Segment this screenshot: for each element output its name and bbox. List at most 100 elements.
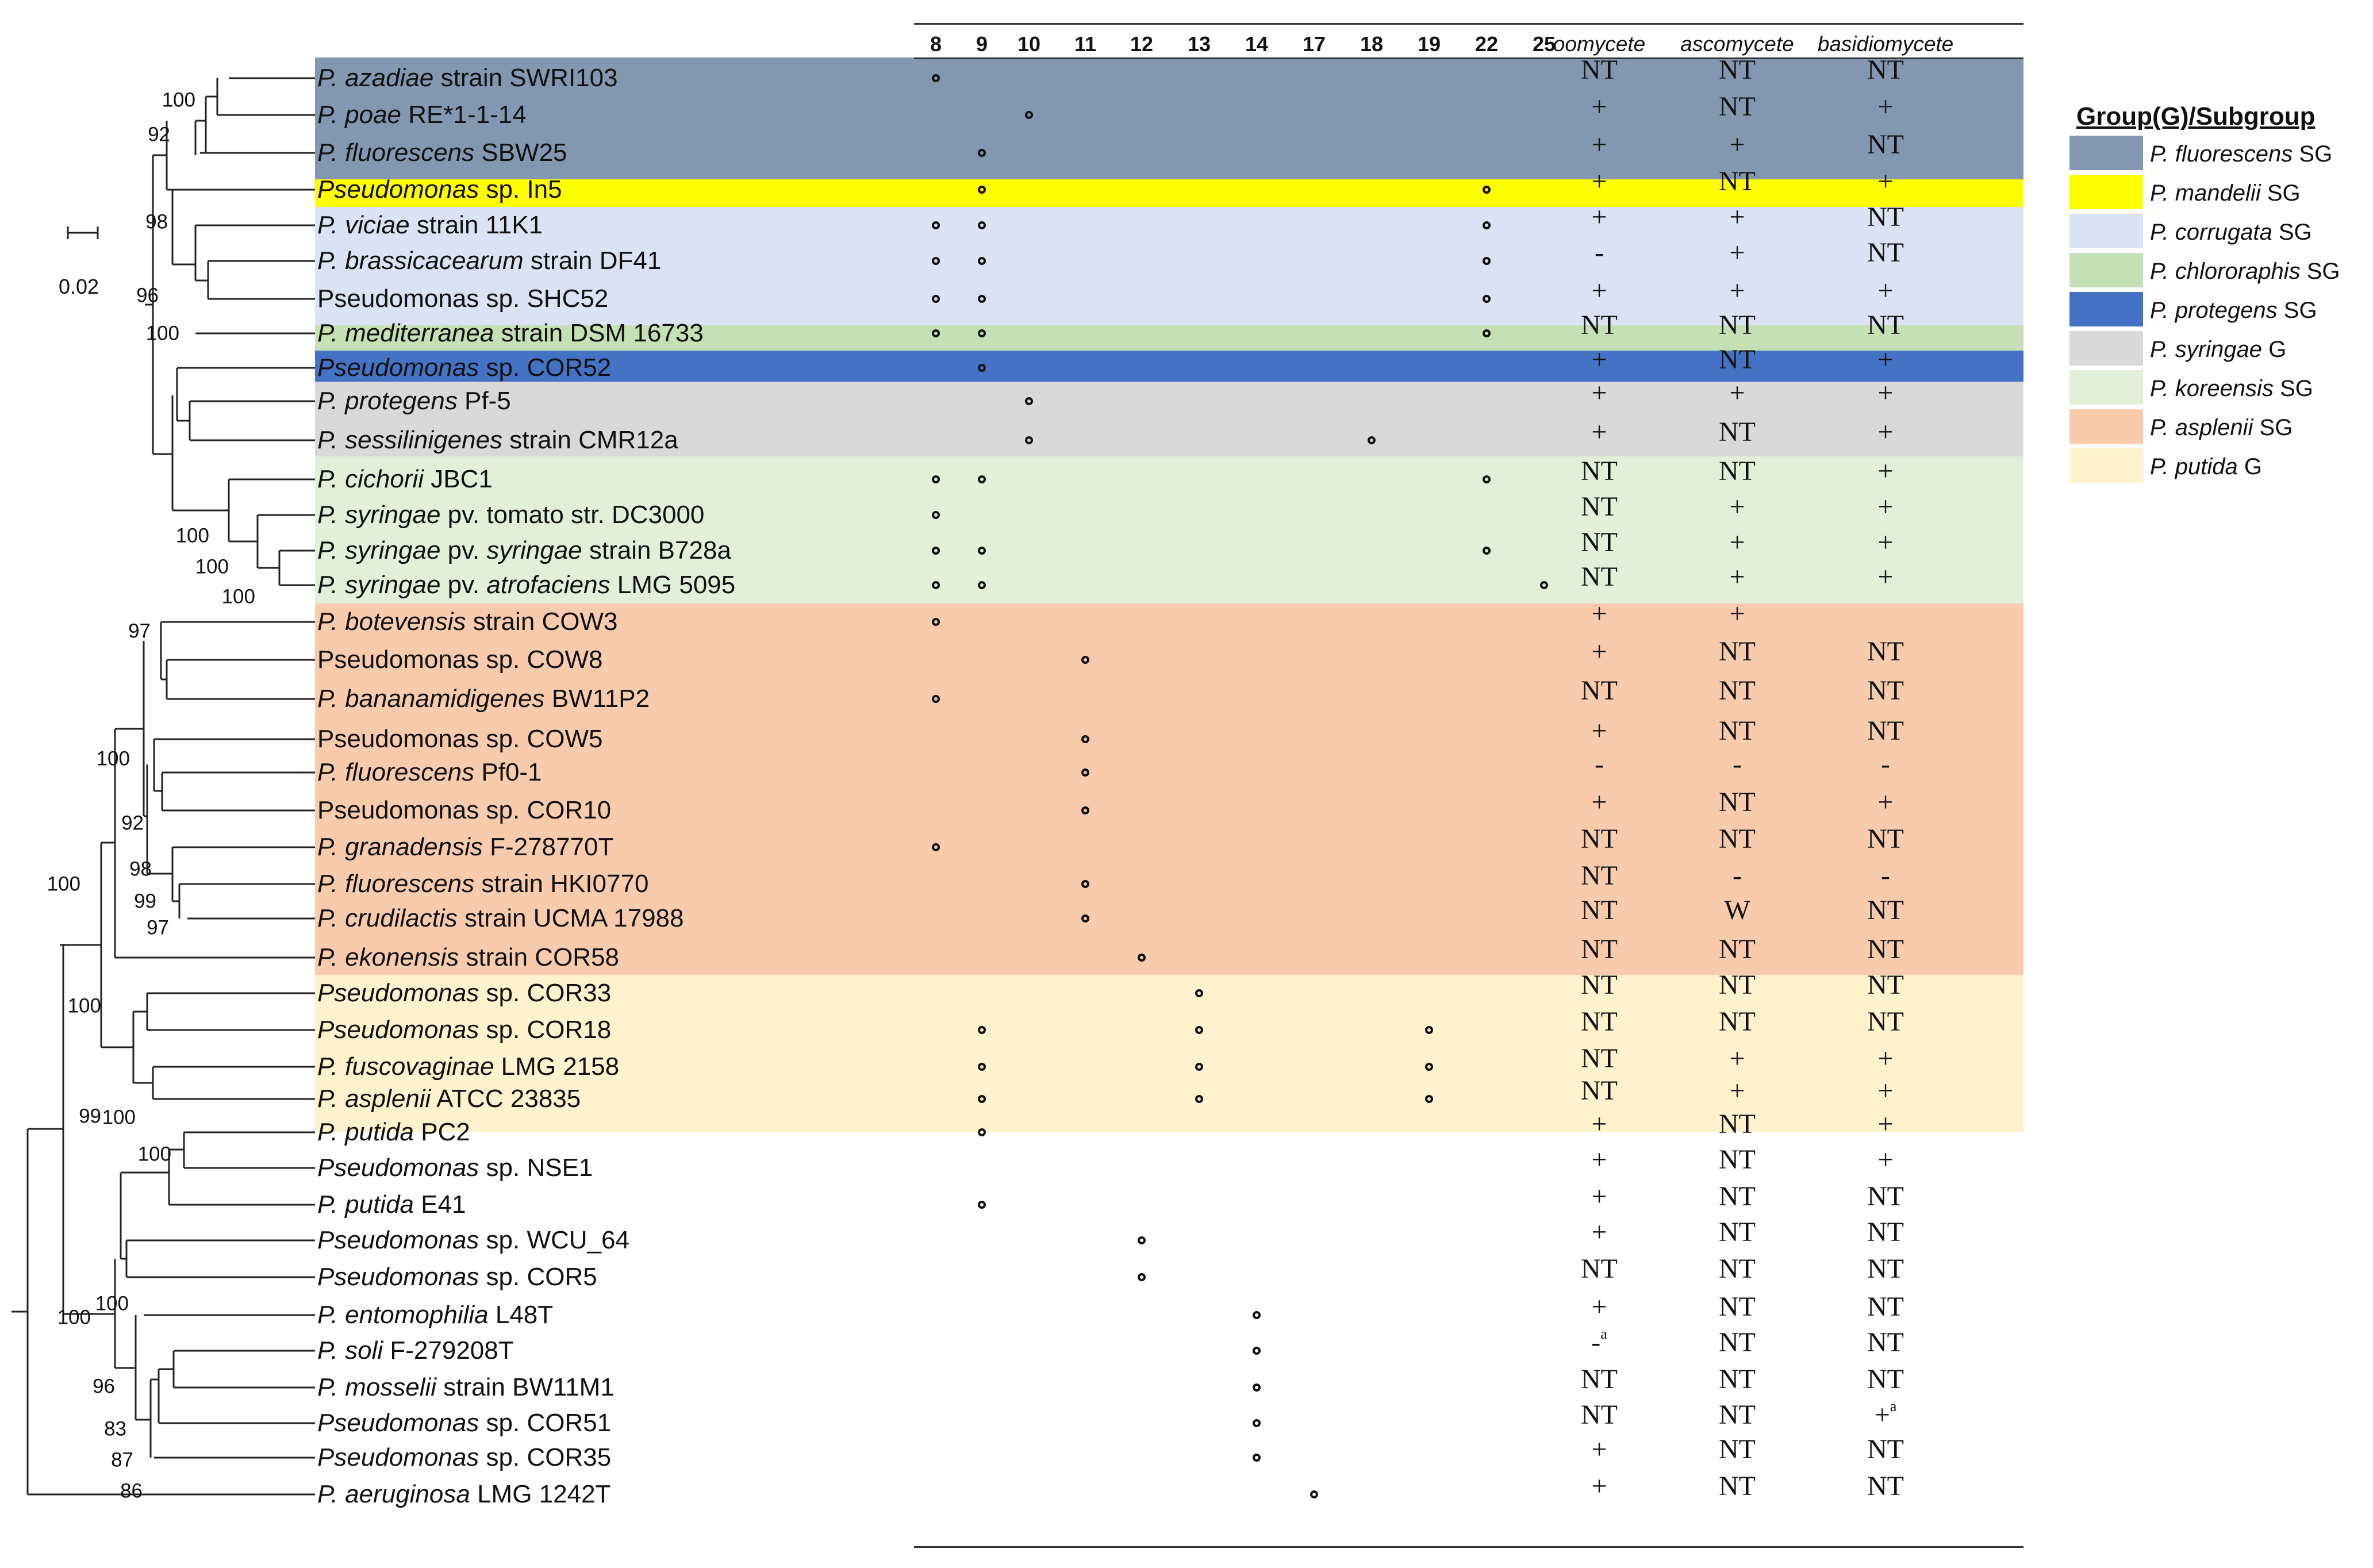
test-result: + (1591, 1292, 1607, 1322)
strain-genus-species: Pseudomonas (317, 979, 479, 1007)
strain-label: P. poae RE*1-1-14 (317, 102, 527, 128)
strain-descriptor: sp. In5 (479, 175, 562, 203)
strain-descriptor: strain CMR12a (502, 426, 678, 454)
strain-descriptor: strain SWRI103 (433, 64, 618, 92)
presence-mark (978, 1095, 986, 1103)
legend-item-8: P. putida G (2069, 448, 2373, 483)
presence-mark (932, 257, 940, 265)
strain-label: P. mosselii strain BW11M1 (317, 1375, 615, 1400)
legend-label: P. putida G (2150, 455, 2262, 478)
presence-mark (1483, 329, 1491, 337)
strain-descriptor: ATCC 23835 (431, 1085, 581, 1113)
test-result: + (1877, 275, 1894, 306)
bootstrap-value: 100 (96, 747, 130, 770)
test-result: + (1877, 527, 1894, 558)
test-result: + (1591, 636, 1607, 667)
presence-mark (1483, 221, 1491, 229)
strain-genus-species: P. syringae (317, 571, 441, 599)
header-bottom-rule (914, 57, 2023, 59)
presence-mark (1425, 1063, 1433, 1071)
strain-genus-species: Pseudomonas (317, 1443, 479, 1471)
bootstrap-value: 100 (137, 1143, 171, 1166)
legend-label: P. syringae G (2150, 338, 2286, 361)
test-result: + (1877, 562, 1894, 592)
strain-label: P. fluorescens Pf0-1 (317, 760, 542, 785)
test-result: NT (1581, 456, 1618, 486)
test-result: NT (1581, 310, 1618, 340)
test-result: NT (1867, 237, 1904, 268)
bootstrap-value: 86 (120, 1479, 143, 1502)
strain-genus-species: Pseudomonas (317, 175, 479, 203)
presence-mark (1253, 1419, 1261, 1427)
strain-genus-species: P. fuscovaginae (317, 1052, 494, 1081)
strain-label: Pseudomonas sp. COR33 (317, 981, 611, 1006)
presence-mark (978, 329, 986, 337)
presence-mark (1540, 581, 1548, 589)
test-result: + (1729, 491, 1745, 522)
strain-pathovar: syringae (486, 536, 582, 564)
bootstrap-value: 100 (67, 994, 101, 1017)
test-result: + (1877, 91, 1894, 122)
strain-genus-species: P. poae (317, 101, 402, 129)
presence-mark (1081, 880, 1089, 888)
strain-descriptor: pv. tomato str. DC3000 (440, 501, 705, 529)
strain-label: Pseudomonas sp. COW8 (317, 647, 602, 672)
bootstrap-value: 97 (147, 916, 169, 939)
test-result: NT (1719, 1400, 1756, 1430)
test-result: NT (1719, 1327, 1756, 1358)
presence-mark (1368, 436, 1376, 444)
test-result: NT (1719, 1181, 1756, 1212)
strain-genus-species: P. brassicacearum (317, 247, 524, 275)
legend-swatch (2069, 136, 2143, 170)
strain-label: P. protegens Pf-5 (317, 389, 511, 414)
strain-label: P. granadensis F-278770T (317, 835, 613, 860)
strain-label: Pseudomonas sp. COR5 (317, 1265, 597, 1290)
strain-label: P. crudilactis strain UCMA 17988 (317, 906, 684, 931)
test-result: NT (1867, 1292, 1904, 1322)
strain-descriptor: E41 (414, 1190, 466, 1219)
strain-label: Pseudomonas sp. COR52 (317, 355, 611, 381)
test-header-basidiomycete: basidiomycete (1817, 32, 1954, 56)
strain-genus-species: P. crudilactis (317, 904, 458, 932)
test-result: NT (1719, 310, 1756, 340)
bootstrap-value: 96 (93, 1375, 115, 1398)
group-band-7 (315, 604, 2023, 975)
legend-label: P. koreensis SG (2150, 377, 2313, 400)
test-result: NT (1719, 344, 1756, 375)
legend-swatch (2069, 409, 2143, 444)
legend-group-name: P. putida (2150, 454, 2238, 479)
presence-mark (978, 186, 986, 194)
group-band-8 (315, 975, 2023, 1132)
test-result: NT (1581, 491, 1618, 522)
test-result: + (1591, 166, 1607, 197)
strain-descriptor: strain COR58 (459, 943, 620, 971)
test-result: + (1591, 716, 1607, 746)
legend-item-6: P. koreensis SG (2069, 370, 2373, 405)
legend-item-5: P. syringae G (2069, 331, 2373, 366)
strain-descriptor: F-279208T (383, 1336, 514, 1365)
test-result: NT (1867, 970, 1904, 1000)
test-result: NT (1867, 824, 1904, 854)
group-band-3 (315, 325, 2023, 351)
legend-swatch (2069, 253, 2143, 287)
test-result: + (1877, 787, 1894, 817)
strain-descriptor: pv. (440, 571, 487, 599)
presence-mark (1483, 475, 1491, 483)
strain-label: Pseudomonas sp. WCU_64 (317, 1228, 629, 1253)
test-result: - (1881, 860, 1890, 891)
strain-label: P. mediterranea strain DSM 16733 (317, 321, 704, 346)
test-result: NT (1719, 166, 1756, 197)
group-band-6 (315, 456, 2023, 604)
test-result: NT (1867, 1006, 1904, 1037)
test-result: NT (1581, 527, 1618, 558)
bootstrap-value: 100 (221, 585, 255, 608)
strain-descriptor: sp. WCU_64 (479, 1226, 629, 1254)
presence-mark (978, 1128, 986, 1136)
legend-item-0: P. fluorescens SG (2069, 136, 2373, 170)
test-result: NT (1867, 1327, 1904, 1358)
strain-descriptor: Pseudomonas sp. SHC52 (317, 285, 609, 313)
strain-genus-species: Pseudomonas (317, 1226, 479, 1254)
strain-descriptor: Pf-5 (457, 387, 511, 415)
test-result: - (1595, 237, 1604, 268)
strain-genus-species: P. botevensis (317, 608, 466, 636)
